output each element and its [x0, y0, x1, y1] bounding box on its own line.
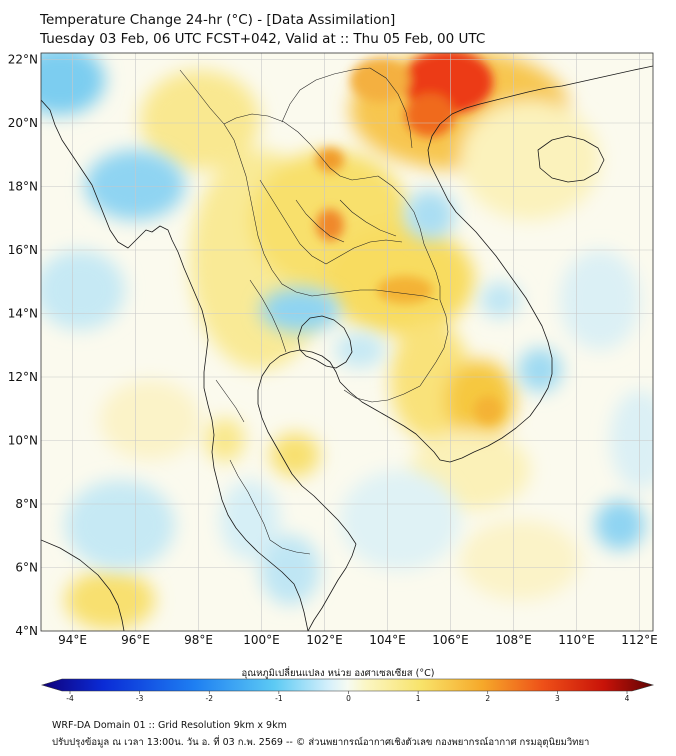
lat-label: 16°N — [8, 243, 38, 257]
lat-label: 6°N — [15, 561, 38, 575]
lat-label: 4°N — [15, 624, 38, 638]
lon-label: 98°E — [184, 633, 213, 647]
lat-label: 12°N — [8, 370, 38, 384]
colorbar — [40, 678, 655, 692]
lon-label: 100°E — [243, 633, 280, 647]
cool-anomaly-areas — [41, 53, 653, 605]
lon-label: 102°E — [306, 633, 343, 647]
colorbar-title: อุณหภูมิเปลี่ยนแปลง หน่วย องศาเซลเซียส (… — [241, 668, 435, 679]
warm-anomaly-areas — [65, 53, 600, 630]
map-field — [41, 53, 653, 631]
lon-label: 112°E — [621, 633, 658, 647]
colorbar-ticks: -4 -3 -2 -1 0 1 2 3 4 — [66, 691, 630, 703]
map-subtitle: Tuesday 03 Feb, 06 UTC FCST+042, Valid a… — [40, 31, 486, 47]
colorbar-tick-label: -3 — [136, 694, 144, 703]
footer-model-info: WRF-DA Domain 01 :: Grid Resolution 9km … — [52, 720, 287, 731]
colorbar-tick-label: 3 — [555, 694, 560, 703]
lon-label: 96°E — [121, 633, 150, 647]
lon-label: 108°E — [495, 633, 532, 647]
longitude-axis: 94°E 96°E 98°E 100°E 102°E 104°E 106°E 108°E 110… — [58, 633, 658, 647]
colorbar-tick-label: 2 — [485, 694, 490, 703]
map-title: Temperature Change 24-hr (°C) - [Data As… — [40, 12, 396, 28]
colorbar-tick-label: -4 — [66, 694, 74, 703]
hot-spot-areas — [316, 53, 502, 424]
lon-label: 110°E — [558, 633, 595, 647]
colorbar-tick-label: -1 — [275, 694, 283, 703]
admin-borders — [179, 67, 449, 555]
lat-label: 18°N — [8, 180, 38, 194]
lat-label: 22°N — [8, 53, 38, 67]
colorbar-tick-label: 0 — [346, 694, 351, 703]
latitude-axis: 22°N 20°N 18°N 16°N 14°N 12°N 10°N 8°N 6°N 4°N — [8, 53, 38, 639]
map-frame — [40, 52, 654, 632]
footer-credit: ปรับปรุงข้อมูล ณ เวลา 13:00น. วัน อ. ที่… — [52, 737, 590, 748]
lat-label: 20°N — [8, 116, 38, 130]
lat-label: 10°N — [8, 434, 38, 448]
colorbar-gradient — [40, 678, 655, 692]
colorbar-tick-label: 4 — [625, 694, 630, 703]
lat-label: 14°N — [8, 307, 38, 321]
lon-label: 94°E — [58, 633, 87, 647]
coastlines — [41, 65, 653, 631]
lat-label: 8°N — [15, 497, 38, 511]
colorbar-tick-label: -2 — [206, 694, 214, 703]
colorbar-tick-label: 1 — [416, 694, 421, 703]
lon-label: 106°E — [432, 633, 469, 647]
graticule — [41, 53, 653, 631]
lon-label: 104°E — [369, 633, 406, 647]
